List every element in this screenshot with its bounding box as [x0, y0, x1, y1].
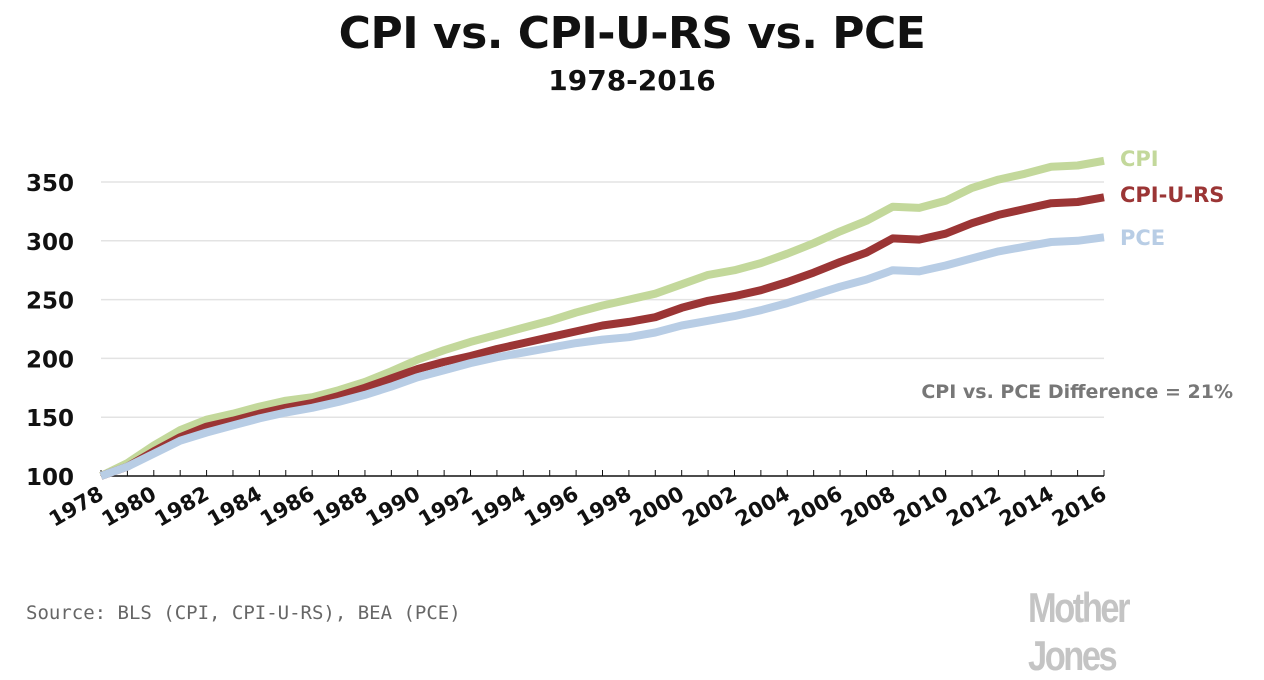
x-tick-label: 2014: [995, 482, 1058, 532]
x-tick-label: 1980: [98, 482, 161, 532]
x-tick-label: 1982: [150, 482, 213, 532]
x-tick-label: 2008: [837, 482, 900, 532]
y-tick-label: 350: [26, 171, 74, 197]
x-tick-label: 2000: [626, 482, 689, 532]
legend-label-pce: PCE: [1120, 226, 1165, 250]
chart-title: CPI vs. CPI-U-RS vs. PCE: [338, 8, 926, 59]
source-note: Source: BLS (CPI, CPI-U-RS), BEA (PCE): [26, 602, 461, 624]
mother-jones-logo: Mother Jones: [1028, 584, 1131, 679]
x-tick-label: 1986: [256, 482, 319, 532]
x-tick-label: 1990: [362, 482, 425, 532]
x-tick-label: 1994: [467, 482, 530, 532]
line-chart: 100 150 200 250 300 350 197819801982198419861…: [26, 147, 1233, 532]
x-tick-label: 1984: [203, 482, 266, 532]
y-tick-label: 300: [26, 230, 74, 256]
x-tick-label: 2006: [784, 482, 847, 532]
chart-subtitle: 1978-2016: [548, 64, 716, 97]
y-tick-label: 100: [26, 465, 74, 491]
legend-label-cpi-u-rs: CPI-U-RS: [1120, 183, 1224, 207]
x-tick-label: 1998: [573, 482, 636, 532]
x-tick-label: 2012: [942, 482, 1005, 532]
x-tick-label: 2010: [890, 482, 953, 532]
series-line-pce: [99, 233, 1105, 480]
x-tick-label: 2002: [678, 482, 741, 532]
legend: CPI CPI-U-RS PCE: [1120, 147, 1224, 250]
x-axis: 1978198019821984198619881990199219941996…: [45, 470, 1111, 532]
series-lines: [99, 156, 1105, 480]
y-tick-label: 250: [26, 289, 74, 315]
x-tick-label: 2004: [731, 482, 794, 532]
x-tick-label: 1996: [520, 482, 583, 532]
y-axis: 100 150 200 250 300 350: [26, 171, 74, 491]
series-line-cpi: [99, 156, 1105, 480]
x-tick-label: 2016: [1048, 482, 1111, 532]
x-tick-label: 1992: [414, 482, 477, 532]
y-tick-label: 150: [26, 406, 74, 432]
y-tick-label: 200: [26, 347, 74, 373]
x-tick-label: 1988: [309, 482, 372, 532]
difference-annotation: CPI vs. PCE Difference = 21%: [921, 381, 1233, 403]
legend-label-cpi: CPI: [1120, 147, 1159, 171]
series-line-cpi-u-rs: [99, 193, 1105, 480]
